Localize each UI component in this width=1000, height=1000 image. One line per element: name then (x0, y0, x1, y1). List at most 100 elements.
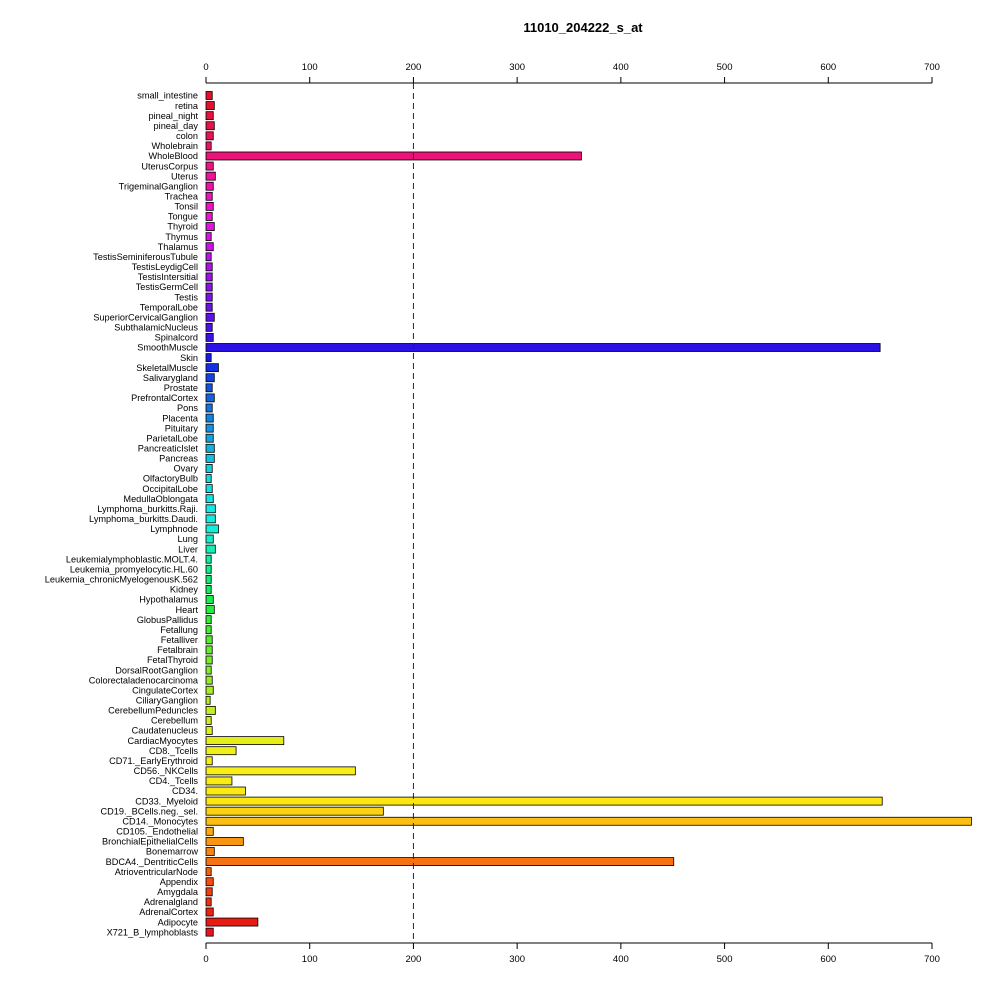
x-tick-label: 400 (613, 62, 629, 73)
category-label: CD71._EarlyErythroid (109, 756, 198, 766)
bar (205, 564, 212, 574)
category-label: GlobusPallidus (137, 615, 199, 625)
category-label: SmoothMuscle (137, 343, 198, 353)
category-label: CD33._Myeloid (135, 796, 198, 806)
category-labels: small_intestineretinapineal_nightpineal_… (45, 91, 199, 938)
bar (205, 333, 214, 342)
top-axis: 0 100 200 300 400 500 600 700 (203, 62, 940, 84)
category-label: Leukemia_chronicMyelogenousK.562 (45, 575, 198, 585)
category-label: Pancreas (159, 454, 198, 464)
bar (205, 796, 883, 806)
bar (205, 312, 215, 322)
category-label: Adrenalgland (144, 897, 198, 907)
chart-title: 11010_204222_s_at (523, 20, 643, 35)
bar (205, 131, 214, 141)
bar (205, 141, 212, 151)
bar (205, 494, 214, 504)
bar (205, 605, 215, 614)
bar (205, 705, 216, 715)
bar (205, 464, 213, 473)
category-label: Fetalbrain (157, 645, 198, 655)
x-tick-label: 600 (820, 954, 836, 965)
category-label: PancreaticIslet (138, 444, 199, 454)
bar (205, 201, 214, 211)
bar (205, 746, 237, 756)
category-label: BDCA4._DentriticCells (106, 857, 199, 867)
bar (205, 353, 212, 362)
bar (205, 484, 213, 494)
bar (205, 716, 212, 725)
x-tick-label: 300 (509, 62, 525, 73)
bar (205, 393, 215, 403)
x-tick-label: 300 (509, 954, 525, 965)
bar (205, 433, 214, 443)
category-label: TestisLeydigCell (132, 262, 198, 272)
category-label: pineal_day (154, 121, 199, 131)
bar (205, 272, 213, 282)
category-label: WholeBlood (148, 151, 198, 161)
x-tick-label: 700 (924, 62, 940, 73)
bar (205, 363, 219, 373)
bar (205, 726, 213, 735)
x-tick-label: 0 (203, 954, 208, 965)
category-label: Hypothalamus (139, 595, 198, 605)
category-label: CerebellumPeduncles (108, 706, 198, 716)
category-label: X721_B_lymphoblasts (107, 927, 199, 937)
category-label: CD4._Tcells (149, 776, 198, 786)
bar (205, 786, 246, 796)
category-label: Fetalliver (161, 635, 198, 645)
category-label: Skin (180, 353, 198, 363)
category-label: Prostate (164, 383, 198, 393)
category-label: Adipocyte (158, 917, 198, 927)
category-label: PrefrontalCortex (131, 393, 198, 403)
bar (205, 121, 215, 131)
bar (205, 302, 213, 312)
category-label: Lymphoma_burkitts.Daudi. (89, 514, 198, 524)
category-label: TrigeminalGanglion (119, 181, 198, 191)
category-label: Fetallung (160, 625, 198, 635)
bar (205, 857, 675, 866)
bar (205, 151, 582, 161)
category-label: Placenta (162, 413, 199, 423)
category-label: DorsalRootGanglion (115, 665, 198, 675)
bar (205, 453, 215, 463)
category-label: CD14._Monocytes (122, 816, 198, 826)
x-tick-label: 200 (405, 954, 421, 965)
bar (205, 524, 219, 534)
bar (205, 322, 213, 332)
category-label: SubthalamicNucleus (114, 323, 198, 333)
bar (205, 383, 213, 393)
category-label: Amygdala (157, 887, 199, 897)
category-label: OccipitalLobe (142, 484, 198, 494)
bar (205, 242, 214, 252)
category-label: Thalamus (158, 242, 199, 252)
category-label: Bonemarrow (146, 847, 198, 857)
bar (205, 443, 215, 453)
category-label: Leukemialymphoblastic.MOLT.4. (66, 554, 198, 564)
category-label: Thymus (165, 232, 198, 242)
bar (205, 675, 213, 685)
category-label: SuperiorCervicalGanglion (93, 312, 198, 322)
x-tick-label: 500 (717, 954, 733, 965)
bar (205, 91, 213, 100)
category-label: UterusCorpus (141, 161, 198, 171)
category-label: small_intestine (137, 91, 198, 101)
bar (205, 816, 972, 826)
category-label: Thyroid (167, 222, 198, 232)
bar (205, 595, 214, 604)
bar (205, 544, 216, 554)
bar (205, 181, 214, 191)
x-tick-label: 100 (302, 954, 318, 965)
category-label: pineal_night (148, 111, 198, 121)
category-label: Lymphoma_burkitts.Raji. (97, 504, 198, 514)
bar (205, 826, 214, 836)
bar (205, 655, 213, 665)
category-label: Liver (178, 544, 198, 554)
category-label: Cerebellum (151, 716, 198, 726)
category-label: Testis (175, 292, 199, 302)
bar (205, 413, 214, 423)
category-label: CardiacMyocytes (128, 736, 199, 746)
category-label: AtrioventricularNode (115, 867, 198, 877)
category-label: Appendix (160, 877, 199, 887)
